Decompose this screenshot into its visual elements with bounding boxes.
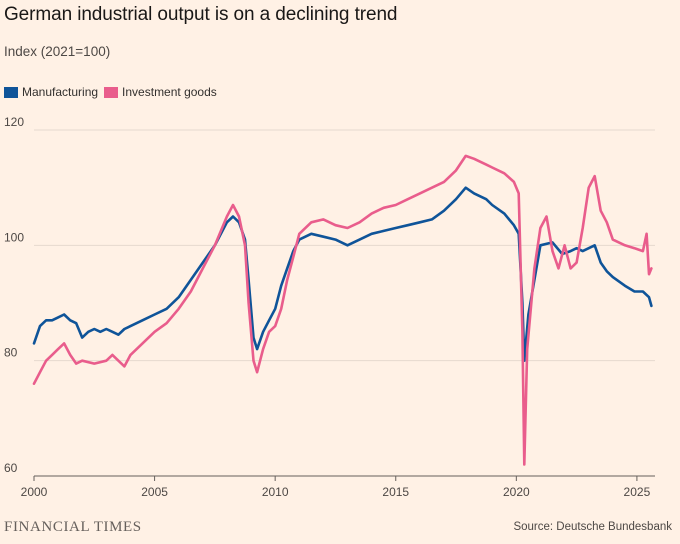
source-note: Source: Deutsche Bundesbank — [513, 521, 672, 533]
y-tick-label-80: 80 — [4, 346, 18, 360]
x-tick-label-2000: 2000 — [21, 485, 48, 499]
ft-logo: FINANCIAL TIMES — [4, 519, 142, 535]
y-tick-label-100: 100 — [4, 230, 24, 244]
legend-label-manufacturing: Manufacturing — [22, 85, 99, 99]
x-tick-label-2020: 2020 — [503, 485, 530, 499]
series-line-manufacturing — [32, 186, 653, 362]
y-axis-label: Index (2021=100) — [4, 44, 111, 59]
legend-label-investment-goods: Investment goods — [122, 85, 217, 99]
chart-title: German industrial output is on a declini… — [4, 4, 398, 25]
x-tick-label-2025: 2025 — [624, 485, 651, 499]
x-tick-label-2015: 2015 — [382, 485, 409, 499]
legend-item-manufacturing: Manufacturing — [4, 85, 98, 99]
x-axis: 2000 2005 2010 2015 2020 2025 — [21, 475, 655, 499]
x-tick-label-2010: 2010 — [262, 485, 289, 499]
series-lines — [32, 154, 653, 466]
series-line-investment-goods — [32, 154, 653, 466]
y-tick-label-120: 120 — [4, 115, 24, 129]
legend-item-investment-goods: Investment goods — [104, 85, 217, 99]
x-tick-label-2005: 2005 — [141, 485, 168, 499]
legend: Manufacturing Investment goods — [4, 85, 223, 99]
legend-swatch-investment-goods — [104, 86, 119, 98]
gridlines — [34, 129, 655, 362]
y-tick-label-60: 60 — [4, 461, 18, 475]
legend-swatch-manufacturing — [4, 86, 18, 98]
y-axis-ticks: 60 80 100 120 — [4, 115, 24, 475]
